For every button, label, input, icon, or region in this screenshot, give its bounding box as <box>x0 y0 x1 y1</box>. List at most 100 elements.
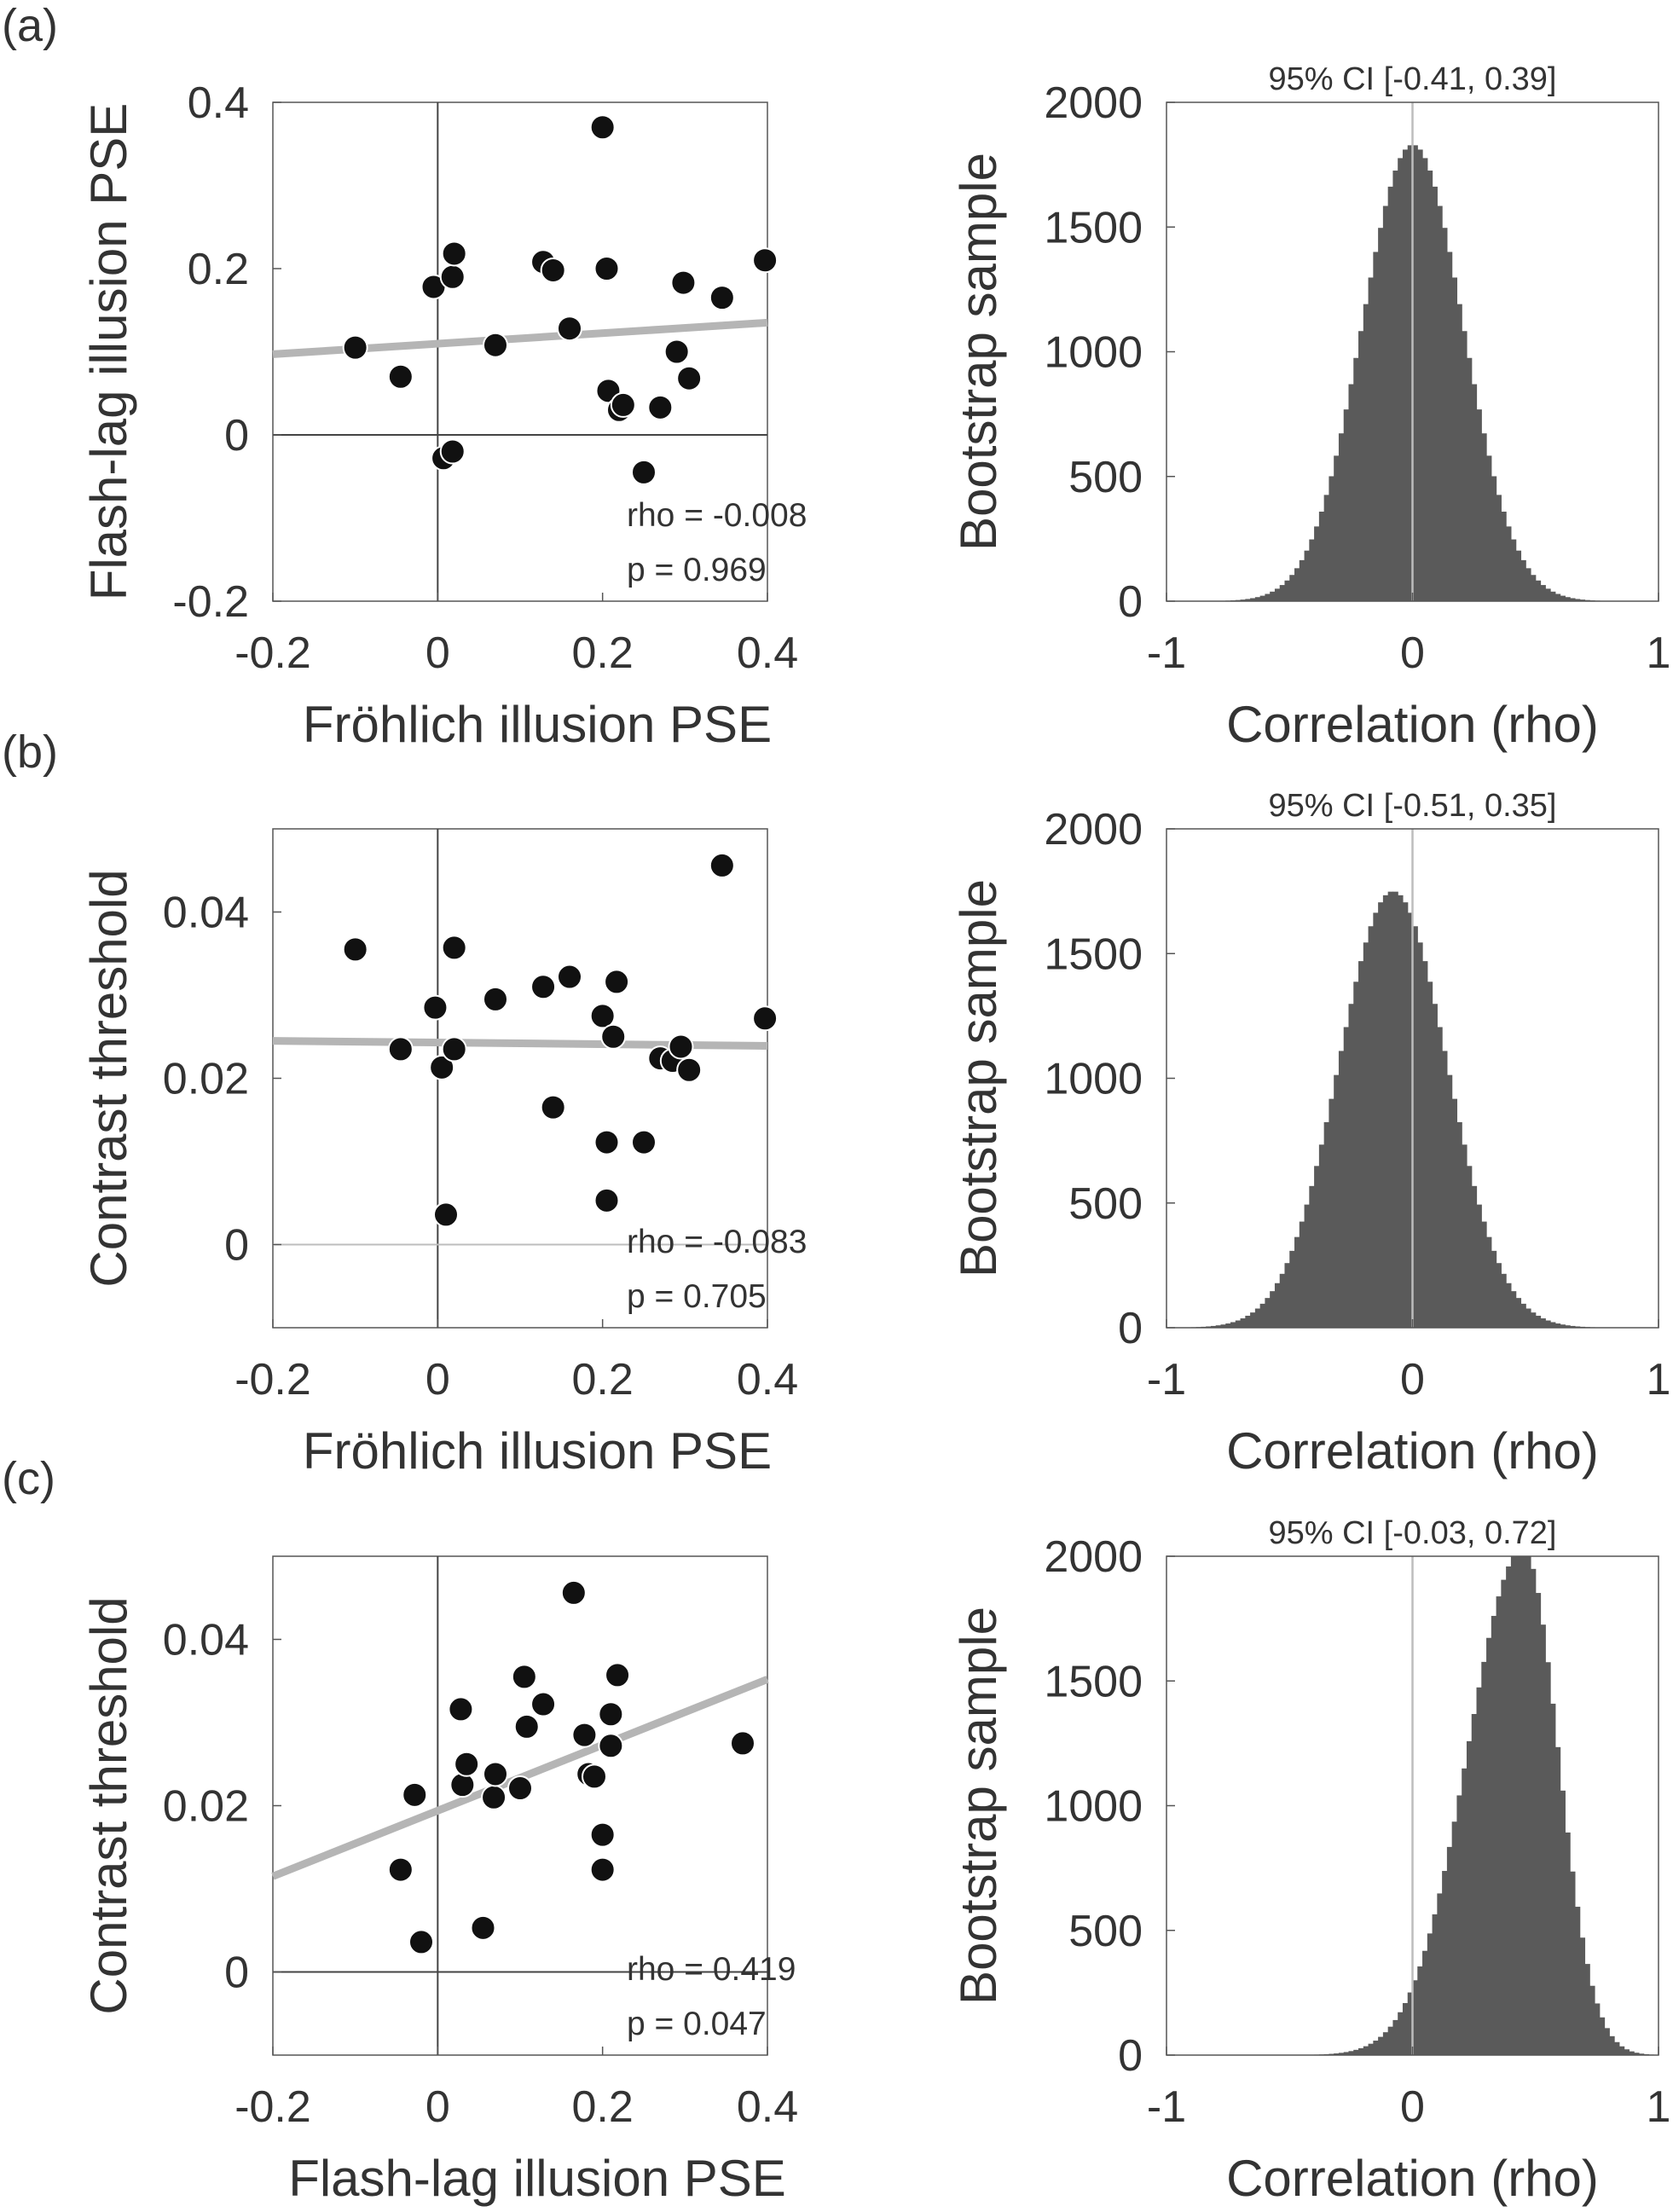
x-tick-label: 0 <box>1400 1355 1425 1404</box>
histogram-bar <box>1294 1236 1300 1328</box>
data-point <box>481 1784 507 1810</box>
histogram-bar <box>1230 1322 1236 1328</box>
histogram-bar <box>1407 145 1414 602</box>
histogram-bar <box>1334 2053 1340 2055</box>
histogram-bar <box>1442 228 1448 601</box>
panel-b: (b) -0.2 0 0.2 0.4 0 0.02 0.04 rho = -0.083 p = … <box>2 727 1670 1479</box>
histogram-bar <box>1506 1566 1512 2055</box>
histogram-bar <box>1481 1221 1487 1328</box>
histogram-bar <box>1570 1871 1576 2055</box>
histogram-bar <box>1398 895 1404 1328</box>
histogram-bar <box>1570 1325 1576 1328</box>
data-point <box>709 852 735 878</box>
data-point <box>676 1057 703 1083</box>
x-tick-label: 0.4 <box>737 2082 798 2132</box>
data-point <box>593 1187 620 1213</box>
histogram-bar <box>1259 1303 1265 1328</box>
histogram-bar <box>1599 2017 1606 2055</box>
histogram-bar <box>1501 511 1507 601</box>
data-point <box>530 974 557 1000</box>
histogram-bar <box>1314 526 1320 601</box>
histogram-bar <box>1486 455 1492 601</box>
histogram-bar <box>1629 2051 1635 2055</box>
histogram-bar <box>1451 277 1458 601</box>
histogram-bar <box>1451 1098 1458 1328</box>
y-tick-label: 500 <box>1068 453 1143 502</box>
histogram-bar <box>1392 891 1398 1328</box>
histogram-bar <box>1525 568 1531 601</box>
y-axis-label: Bootstrap sample <box>950 879 1007 1277</box>
y-axis-label: Bootstrap sample <box>950 1607 1007 2005</box>
data-point <box>600 1023 627 1050</box>
histogram-bar <box>1565 597 1571 601</box>
histogram-bar <box>1437 206 1443 601</box>
y-tick-label: 0 <box>1118 577 1143 627</box>
histogram-bar <box>1427 171 1433 602</box>
histogram-bar <box>1462 1144 1467 1328</box>
histogram-bar <box>1329 1098 1334 1328</box>
histogram-bar <box>1545 1320 1551 1328</box>
histogram-bar <box>1535 580 1542 601</box>
x-axis-label: Fröhlich illusion PSE <box>303 696 772 753</box>
histogram-bar <box>1466 1740 1473 2055</box>
histogram-bar <box>1506 1283 1512 1328</box>
histogram-bar <box>1382 2032 1389 2055</box>
histogram-bar <box>1338 2053 1345 2055</box>
data-point <box>441 1036 467 1063</box>
data-point <box>557 316 582 342</box>
y-tick-label: 0.02 <box>163 1782 249 1832</box>
histogram-bar <box>1402 149 1409 602</box>
histogram-bar <box>1304 550 1310 601</box>
histogram-bar <box>1387 891 1394 1328</box>
data-point <box>582 1763 607 1790</box>
x-axis-label: Flash-lag illusion PSE <box>288 2150 786 2207</box>
histogram-bar <box>1382 895 1389 1328</box>
data-point <box>589 1856 616 1883</box>
histogram-bar <box>1254 597 1261 601</box>
histogram-bar <box>1437 1027 1443 1328</box>
histogram-bar <box>1560 1790 1566 2055</box>
data-point <box>402 1781 428 1808</box>
y-tick-label: 500 <box>1068 1179 1143 1229</box>
histogram-bar <box>1574 1326 1581 1328</box>
histogram-bar <box>1520 1303 1526 1328</box>
x-tick-label: -1 <box>1147 1355 1186 1404</box>
data-point <box>483 986 508 1012</box>
histogram-bar <box>1540 585 1546 601</box>
histogram-bar <box>1510 1291 1517 1328</box>
data-point <box>387 1036 414 1063</box>
panel-c: (c) -0.2 0 0.2 0.4 0 0.02 0.04 rho = 0.419 p = 0… <box>2 1453 1670 2207</box>
histogram-bar <box>1289 1250 1295 1328</box>
histogram-bar <box>1274 1283 1281 1328</box>
histogram-bar <box>1378 902 1384 1328</box>
histogram-bar <box>1456 1795 1462 2055</box>
data-point <box>752 1005 779 1032</box>
data-point <box>513 1713 540 1740</box>
histogram-bar <box>1235 1320 1242 1328</box>
histogram-bar <box>1545 1662 1551 2055</box>
histogram-bar <box>1496 1263 1502 1328</box>
confidence-interval-title: 95% CI [-0.03, 0.72] <box>1269 1515 1557 1551</box>
data-point <box>668 1034 694 1060</box>
histogram-bar <box>1318 1144 1325 1328</box>
y-tick-label: 0.04 <box>163 889 249 938</box>
histogram-bar <box>1515 1298 1522 1328</box>
y-tick-label: 0.2 <box>188 245 249 294</box>
data-point <box>730 1730 755 1757</box>
data-point <box>631 1129 657 1155</box>
histogram-bar <box>1250 598 1256 601</box>
histogram-bar <box>1382 206 1389 601</box>
histogram-bar <box>1618 2046 1625 2055</box>
data-point <box>647 394 674 420</box>
data-point <box>422 994 449 1021</box>
data-point <box>439 263 466 290</box>
histogram-bar <box>1560 595 1566 601</box>
data-point <box>709 285 735 311</box>
data-point <box>676 365 703 391</box>
histogram-bar <box>1338 433 1345 601</box>
histogram-bar <box>1446 252 1453 601</box>
histogram-bar <box>1363 2046 1369 2055</box>
x-tick-label: 0.2 <box>572 1355 634 1404</box>
histogram-bar <box>1284 1263 1290 1328</box>
histogram-bar <box>1343 1027 1350 1328</box>
